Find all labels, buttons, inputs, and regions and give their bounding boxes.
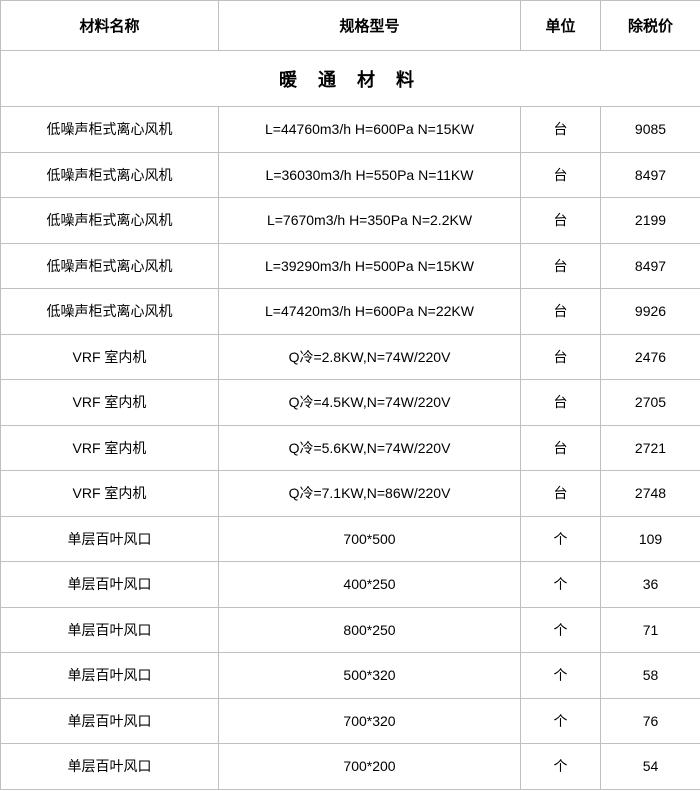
- table-cell: 700*320: [219, 698, 521, 744]
- table-cell: 单层百叶风口: [1, 516, 219, 562]
- table-row: VRF 室内机Q冷=7.1KW,N=86W/220V台2748: [1, 471, 700, 517]
- table-cell: 台: [521, 243, 601, 289]
- table-cell: 台: [521, 334, 601, 380]
- table-cell: L=7670m3/h H=350Pa N=2.2KW: [219, 198, 521, 244]
- table-cell: 低噪声柜式离心风机: [1, 243, 219, 289]
- table-cell: 36: [601, 562, 700, 608]
- table-cell: 2705: [601, 380, 700, 426]
- table-cell: 单层百叶风口: [1, 744, 219, 790]
- table-cell: 单层百叶风口: [1, 562, 219, 608]
- table-cell: 2476: [601, 334, 700, 380]
- table-row: 低噪声柜式离心风机L=36030m3/h H=550Pa N=11KW台8497: [1, 152, 700, 198]
- table-cell: 台: [521, 107, 601, 153]
- table-cell: 2748: [601, 471, 700, 517]
- table-cell: 58: [601, 653, 700, 699]
- table-cell: 台: [521, 380, 601, 426]
- table-cell: 个: [521, 607, 601, 653]
- table-cell: 单层百叶风口: [1, 698, 219, 744]
- materials-table-container: 暖 通 材 料 材料名称 规格型号 单位 除税价 低噪声柜式离心风机L=4476…: [0, 0, 700, 791]
- table-cell: L=39290m3/h H=500Pa N=15KW: [219, 243, 521, 289]
- table-cell: 8497: [601, 243, 700, 289]
- table-cell: L=47420m3/h H=600Pa N=22KW: [219, 289, 521, 335]
- table-row: 单层百叶风口500*320个58: [1, 653, 700, 699]
- table-cell: 76: [601, 698, 700, 744]
- table-row: 低噪声柜式离心风机L=44760m3/h H=600Pa N=15KW台9085: [1, 107, 700, 153]
- table-cell: 71: [601, 607, 700, 653]
- table-cell: 低噪声柜式离心风机: [1, 107, 219, 153]
- table-cell: 低噪声柜式离心风机: [1, 198, 219, 244]
- table-cell: VRF 室内机: [1, 334, 219, 380]
- column-header-name: 材料名称: [1, 1, 219, 51]
- table-row: 低噪声柜式离心风机L=7670m3/h H=350Pa N=2.2KW台2199: [1, 198, 700, 244]
- table-cell: VRF 室内机: [1, 425, 219, 471]
- table-cell: 9085: [601, 107, 700, 153]
- table-title: 暖 通 材 料: [1, 51, 700, 107]
- materials-table: 暖 通 材 料 材料名称 规格型号 单位 除税价 低噪声柜式离心风机L=4476…: [0, 0, 700, 790]
- table-cell: 个: [521, 653, 601, 699]
- table-cell: 2199: [601, 198, 700, 244]
- table-cell: 700*500: [219, 516, 521, 562]
- table-cell: 109: [601, 516, 700, 562]
- column-header-unit: 单位: [521, 1, 601, 51]
- table-cell: 低噪声柜式离心风机: [1, 152, 219, 198]
- table-cell: 单层百叶风口: [1, 653, 219, 699]
- table-cell: Q冷=5.6KW,N=74W/220V: [219, 425, 521, 471]
- table-body: 低噪声柜式离心风机L=44760m3/h H=600Pa N=15KW台9085…: [1, 107, 700, 790]
- table-cell: VRF 室内机: [1, 380, 219, 426]
- table-cell: Q冷=2.8KW,N=74W/220V: [219, 334, 521, 380]
- table-cell: 2721: [601, 425, 700, 471]
- table-cell: 单层百叶风口: [1, 607, 219, 653]
- table-cell: 低噪声柜式离心风机: [1, 289, 219, 335]
- table-cell: 700*200: [219, 744, 521, 790]
- table-cell: VRF 室内机: [1, 471, 219, 517]
- table-header-row: 材料名称 规格型号 单位 除税价: [1, 1, 700, 51]
- table-cell: 9926: [601, 289, 700, 335]
- table-row: 低噪声柜式离心风机L=47420m3/h H=600Pa N=22KW台9926: [1, 289, 700, 335]
- table-cell: Q冷=4.5KW,N=74W/220V: [219, 380, 521, 426]
- table-cell: L=44760m3/h H=600Pa N=15KW: [219, 107, 521, 153]
- table-row: VRF 室内机Q冷=2.8KW,N=74W/220V台2476: [1, 334, 700, 380]
- table-row: VRF 室内机Q冷=4.5KW,N=74W/220V台2705: [1, 380, 700, 426]
- table-cell: 台: [521, 198, 601, 244]
- table-cell: L=36030m3/h H=550Pa N=11KW: [219, 152, 521, 198]
- table-row: VRF 室内机Q冷=5.6KW,N=74W/220V台2721: [1, 425, 700, 471]
- table-title-row: 暖 通 材 料: [1, 51, 700, 107]
- table-cell: 个: [521, 562, 601, 608]
- table-cell: 个: [521, 744, 601, 790]
- table-cell: 个: [521, 516, 601, 562]
- column-header-price: 除税价: [601, 1, 700, 51]
- table-cell: Q冷=7.1KW,N=86W/220V: [219, 471, 521, 517]
- table-row: 单层百叶风口400*250个36: [1, 562, 700, 608]
- table-cell: 54: [601, 744, 700, 790]
- table-cell: 台: [521, 425, 601, 471]
- table-row: 单层百叶风口800*250个71: [1, 607, 700, 653]
- table-cell: 台: [521, 152, 601, 198]
- table-row: 低噪声柜式离心风机L=39290m3/h H=500Pa N=15KW台8497: [1, 243, 700, 289]
- table-cell: 8497: [601, 152, 700, 198]
- table-cell: 台: [521, 471, 601, 517]
- table-cell: 个: [521, 698, 601, 744]
- table-row: 单层百叶风口700*200个54: [1, 744, 700, 790]
- table-cell: 800*250: [219, 607, 521, 653]
- column-header-spec: 规格型号: [219, 1, 521, 51]
- table-cell: 500*320: [219, 653, 521, 699]
- table-row: 单层百叶风口700*500个109: [1, 516, 700, 562]
- table-row: 单层百叶风口700*320个76: [1, 698, 700, 744]
- table-cell: 400*250: [219, 562, 521, 608]
- table-cell: 台: [521, 289, 601, 335]
